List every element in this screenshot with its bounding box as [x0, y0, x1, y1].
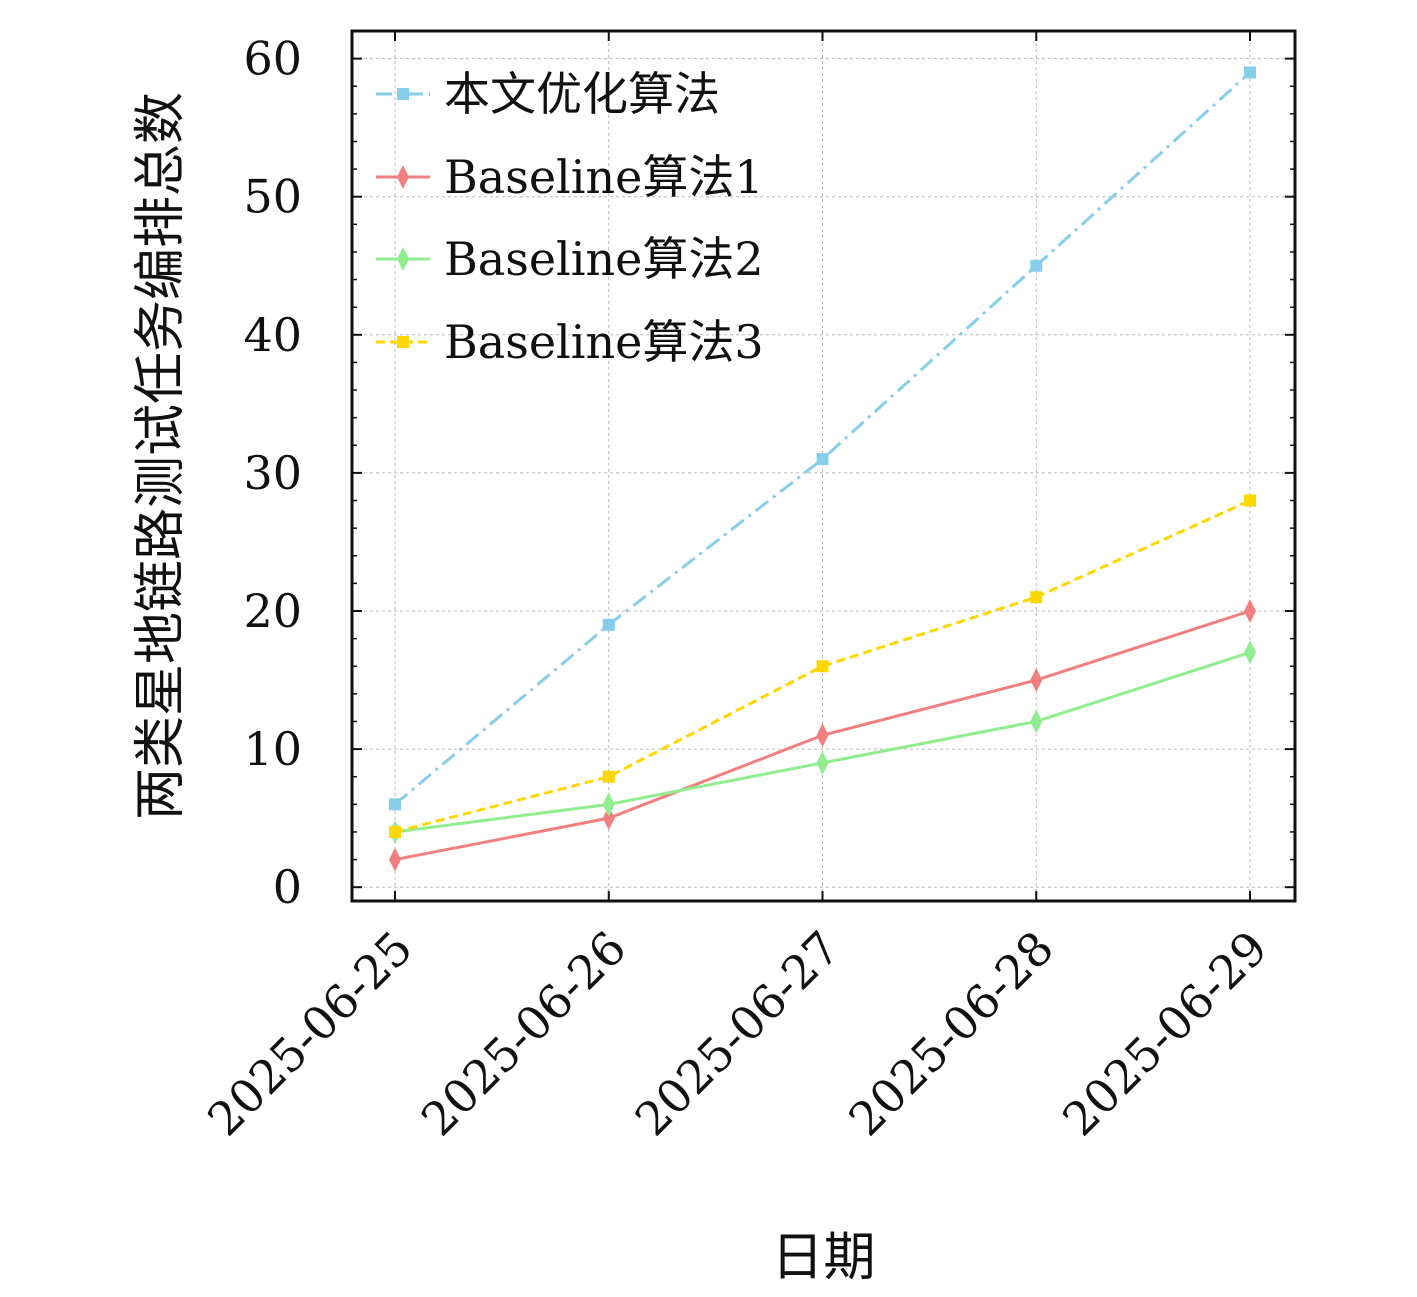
x-tick-label: 2025-06-26 [411, 921, 637, 1147]
data-point [1030, 668, 1043, 693]
data-point [602, 806, 615, 831]
legend-swatch-marker [397, 165, 409, 189]
legend-swatch-marker [397, 88, 409, 100]
grid [352, 31, 1295, 901]
legend-swatch-marker [397, 247, 409, 271]
data-point [1244, 640, 1256, 665]
data-point [602, 618, 615, 631]
series-line [394, 499, 1251, 834]
y-tick-label: 30 [243, 446, 302, 500]
y-axis-title: 两类星地链路测试任务编排总数 [131, 92, 191, 820]
legend-item: Baseline算法3 [376, 315, 764, 369]
y-tick-label: 60 [243, 32, 302, 86]
series-lines [389, 66, 1256, 872]
x-tick-label: 2025-06-28 [838, 921, 1064, 1147]
x-tick-label: 2025-06-29 [1052, 921, 1278, 1147]
y-tick-label: 0 [273, 860, 302, 914]
data-point [1244, 66, 1256, 79]
legend-item: Baseline算法2 [376, 232, 764, 286]
data-point [1030, 591, 1043, 604]
legend-label: 本文优化算法 [444, 67, 720, 121]
data-point [389, 798, 401, 811]
data-point [1244, 494, 1256, 507]
y-tick-label: 10 [243, 722, 302, 776]
x-tick-label: 2025-06-27 [625, 921, 851, 1147]
legend-label: Baseline算法3 [444, 315, 764, 369]
data-point [602, 770, 615, 783]
data-point [816, 453, 829, 466]
legend-swatch-marker [397, 336, 409, 348]
series-2 [389, 599, 1256, 872]
data-point [1244, 599, 1256, 623]
legend-label: Baseline算法1 [444, 150, 764, 204]
x-axis-title: 日期 [771, 1228, 875, 1288]
data-point [816, 723, 829, 748]
legend-item: 本文优化算法 [376, 67, 720, 121]
data-point [816, 750, 829, 775]
series-4 [389, 494, 1256, 838]
series-1 [389, 66, 1256, 811]
y-tick-label: 40 [243, 308, 302, 362]
legend-item: Baseline算法1 [376, 150, 764, 204]
y-tick-label: 20 [243, 584, 302, 638]
legend: 本文优化算法 Baseline算法1 Baseline算法2 Baseline算法3 [376, 67, 764, 369]
data-point [816, 660, 829, 673]
data-point [1030, 259, 1043, 272]
data-point [1030, 709, 1043, 734]
legend-label: Baseline算法2 [444, 232, 764, 286]
data-point [389, 825, 401, 838]
data-point [389, 847, 401, 872]
y-tick-label: 50 [243, 170, 302, 224]
x-tick-label: 2025-06-25 [197, 921, 423, 1147]
data-point [602, 792, 615, 817]
